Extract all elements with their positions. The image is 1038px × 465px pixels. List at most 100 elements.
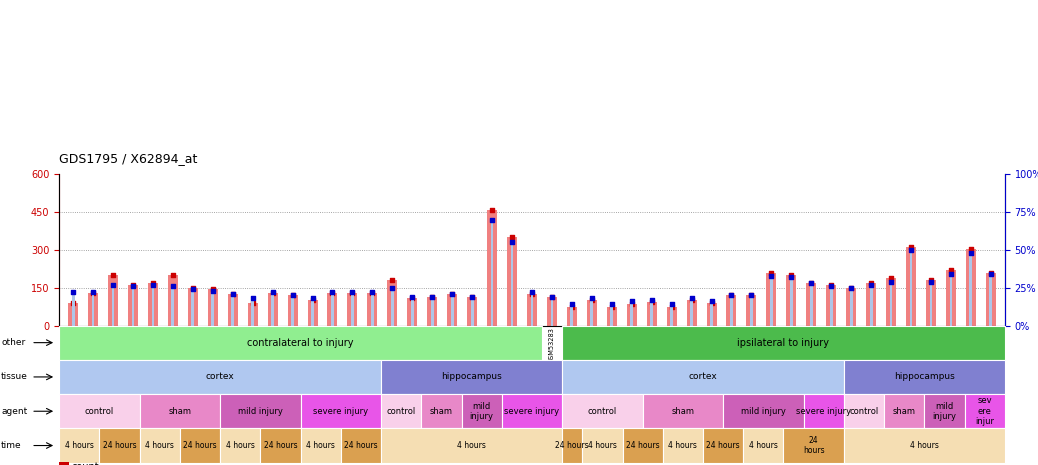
Text: 24 hours: 24 hours (345, 441, 378, 450)
Bar (850, 288, 852, 325)
Bar (829, 286, 832, 326)
Bar (407, 298, 417, 326)
Point (943, 266, 959, 274)
Text: 24 hours: 24 hours (103, 441, 136, 450)
Bar (367, 293, 378, 325)
Point (803, 279, 820, 287)
Bar (428, 297, 437, 326)
Bar (607, 306, 617, 325)
Bar (128, 285, 138, 326)
Bar (227, 294, 238, 326)
Text: severe injury: severe injury (313, 407, 368, 416)
Text: 24 hours: 24 hours (264, 441, 297, 450)
Point (64, 299, 81, 306)
Text: sham: sham (168, 407, 191, 416)
Bar (487, 210, 497, 326)
Point (663, 303, 680, 310)
Text: 4 hours: 4 hours (226, 441, 254, 450)
Bar (511, 242, 514, 326)
Bar (950, 274, 952, 325)
Text: cortex: cortex (688, 372, 717, 381)
Bar (586, 300, 597, 325)
Bar (248, 303, 257, 326)
Point (583, 297, 600, 304)
Point (244, 299, 261, 306)
Bar (666, 306, 677, 325)
Bar (371, 292, 374, 326)
Point (404, 293, 420, 300)
Text: sham: sham (430, 407, 453, 416)
Bar (188, 288, 198, 325)
Bar (387, 280, 398, 326)
Point (384, 284, 401, 292)
Bar (251, 299, 254, 326)
Bar (707, 303, 716, 326)
Bar (208, 289, 218, 325)
Bar (292, 295, 294, 325)
Bar (152, 285, 155, 326)
Bar (909, 250, 912, 326)
Bar (450, 294, 454, 326)
Text: severe injury: severe injury (504, 407, 559, 416)
Point (524, 288, 541, 296)
Point (703, 299, 719, 306)
Text: 4 hours: 4 hours (145, 441, 174, 450)
Point (324, 288, 340, 296)
Bar (547, 297, 557, 326)
Point (304, 297, 321, 304)
Bar (288, 295, 298, 325)
Point (644, 296, 660, 304)
Text: GDS1795 / X62894_at: GDS1795 / X62894_at (59, 152, 197, 165)
Point (444, 290, 461, 298)
Point (723, 292, 740, 299)
Text: 24 hours: 24 hours (183, 441, 217, 450)
Bar (571, 305, 573, 325)
Bar (787, 275, 796, 325)
Point (743, 292, 760, 299)
Bar (191, 289, 194, 326)
Point (983, 271, 1000, 278)
Point (204, 285, 221, 292)
Point (125, 283, 141, 290)
Bar (810, 283, 813, 326)
Point (783, 273, 799, 281)
Bar (431, 297, 434, 326)
Text: control: control (85, 407, 114, 416)
Point (544, 293, 561, 300)
Bar (846, 288, 856, 325)
Point (144, 281, 161, 288)
Point (244, 295, 261, 302)
Bar (930, 282, 932, 326)
Point (863, 279, 879, 286)
Point (683, 297, 700, 304)
Bar (886, 278, 896, 325)
Point (464, 293, 481, 300)
Point (265, 289, 281, 297)
Text: agent: agent (1, 407, 27, 416)
Bar (966, 249, 976, 326)
Point (185, 286, 201, 293)
Bar (91, 292, 94, 326)
Bar (890, 282, 893, 326)
Point (384, 276, 401, 284)
Text: other: other (1, 338, 25, 347)
Bar (686, 300, 696, 325)
Point (564, 301, 580, 308)
Point (284, 292, 301, 299)
Bar (650, 300, 653, 326)
Bar (730, 295, 733, 325)
Bar (447, 294, 457, 326)
Text: 24 hours: 24 hours (626, 441, 659, 450)
Point (763, 272, 780, 279)
Text: cortex: cortex (206, 372, 235, 381)
Point (364, 288, 381, 296)
Bar (567, 306, 577, 325)
Point (923, 278, 939, 286)
Bar (527, 294, 537, 326)
Bar (69, 303, 78, 326)
Text: severe injury: severe injury (796, 407, 851, 416)
Bar (826, 285, 837, 326)
Bar (470, 297, 473, 326)
Point (503, 233, 520, 241)
Point (544, 293, 561, 300)
